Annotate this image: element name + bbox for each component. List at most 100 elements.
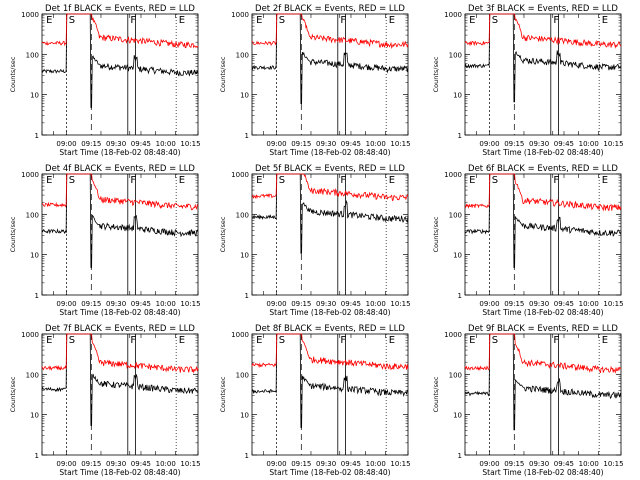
lld-trace [41, 13, 199, 49]
x-axis-title: Start Time (18-Feb-02 08:48:40) [59, 468, 180, 477]
panel-title: Det 6f BLACK = Events, RED = LLD [468, 164, 618, 174]
detector-panel-9: Det 9f BLACK = Events, RED = LLD 1 10 100 10… [432, 324, 624, 477]
plot-frame [41, 333, 199, 456]
marker-label-s: S [279, 335, 285, 346]
x-tick-label: 10:15 [390, 460, 410, 468]
y-tick-label: 100 [26, 371, 39, 379]
marker-label-f: F [553, 15, 559, 26]
detector-panel-8: Det 8f BLACK = Events, RED = LLD 1 10 100 10… [219, 324, 411, 477]
y-axis-title: Counts/sec [219, 216, 227, 252]
y-tick-label: 10 [240, 92, 249, 100]
marker-label-s: S [69, 335, 75, 346]
x-tick-label: 09:00 [479, 140, 499, 148]
marker-label-f: F [130, 175, 136, 186]
y-axis-title: Counts/sec [9, 376, 17, 412]
marker-label-f: F [340, 335, 346, 346]
marker-label-e: E [389, 15, 395, 26]
y-tick-label: 10 [30, 412, 39, 420]
y-tick-label: 1 [35, 452, 39, 460]
x-tick-label: 10:00 [579, 140, 599, 148]
marker-label-e: E [256, 15, 262, 26]
x-tick-label: 09:00 [56, 300, 76, 308]
x-axis-title: Start Time (18-Feb-02 08:48:40) [482, 308, 603, 317]
marker-label-e: E [179, 335, 185, 346]
y-axis-title: Counts/sec [9, 216, 17, 252]
plot-frame [464, 13, 622, 136]
marker-label-e: E [389, 335, 395, 346]
marker-label-f: F [130, 15, 136, 26]
marker-label-e: E [389, 175, 395, 186]
y-tick-label: 1000 [231, 11, 249, 19]
y-axis-title: Counts/sec [432, 56, 440, 92]
y-tick-label: 1000 [21, 11, 39, 19]
x-tick-label: 09:45 [554, 140, 574, 148]
marker-label-e: E [602, 15, 608, 26]
x-axis-title: Start Time (18-Feb-02 08:48:40) [59, 148, 180, 157]
x-tick-label: 09:30 [529, 460, 549, 468]
lld-trace [41, 173, 199, 211]
x-tick-label: 09:15 [504, 300, 524, 308]
marker-label-e: E [256, 335, 262, 346]
x-tick-label: 10:00 [366, 460, 386, 468]
panel-title: Det 3f BLACK = Events, RED = LLD [468, 4, 618, 14]
y-tick-label: 1 [245, 452, 249, 460]
marker-label-e: E [602, 175, 608, 186]
x-tick-label: 09:15 [291, 140, 311, 148]
x-tick-label: 10:15 [603, 140, 623, 148]
y-tick-label: 1000 [21, 331, 39, 339]
marker-label-s: S [279, 15, 285, 26]
marker-label-s: S [69, 175, 75, 186]
plot-frame [41, 13, 199, 136]
y-tick-label: 1000 [444, 11, 462, 19]
x-tick-label: 09:30 [106, 140, 126, 148]
lld-trace [41, 333, 199, 374]
y-tick-label: 1 [35, 132, 39, 140]
x-tick-label: 10:15 [390, 140, 410, 148]
marker-label-f: F [340, 15, 346, 26]
events-trace [464, 13, 622, 103]
events-trace [41, 13, 199, 108]
y-tick-label: 100 [236, 51, 249, 59]
x-tick-label: 09:45 [554, 300, 574, 308]
x-tick-label: 09:00 [56, 140, 76, 148]
y-tick-label: 100 [449, 211, 462, 219]
x-tick-label: 09:00 [266, 460, 286, 468]
y-tick-label: 1 [245, 132, 249, 140]
x-tick-label: 09:45 [554, 460, 574, 468]
y-tick-label: 10 [30, 252, 39, 260]
x-tick-label: 09:45 [131, 300, 151, 308]
y-axis-title: Counts/sec [432, 216, 440, 252]
lld-trace [251, 13, 409, 49]
x-tick-label: 10:00 [366, 140, 386, 148]
x-tick-label: 09:45 [131, 140, 151, 148]
x-axis-title: Start Time (18-Feb-02 08:48:40) [269, 148, 390, 157]
x-tick-label: 10:00 [366, 300, 386, 308]
y-tick-label: 100 [26, 211, 39, 219]
lld-trace [251, 333, 409, 371]
y-tick-label: 10 [240, 412, 249, 420]
x-tick-label: 09:15 [291, 460, 311, 468]
x-tick-label: 10:00 [579, 300, 599, 308]
detector-panel-7: Det 7f BLACK = Events, RED = LLD 1 10 100 10… [9, 324, 201, 477]
x-axis-title: Start Time (18-Feb-02 08:48:40) [482, 148, 603, 157]
y-tick-label: 100 [236, 371, 249, 379]
detector-panel-6: Det 6f BLACK = Events, RED = LLD 1 10 100 10… [432, 164, 624, 317]
panel-title: Det 2f BLACK = Events, RED = LLD [255, 4, 405, 14]
marker-label-e: E [46, 335, 52, 346]
events-trace [464, 173, 622, 268]
x-tick-label: 09:45 [131, 460, 151, 468]
y-tick-label: 1000 [231, 171, 249, 179]
y-tick-label: 100 [449, 51, 462, 59]
x-tick-label: 09:30 [316, 460, 336, 468]
panel-title: Det 8f BLACK = Events, RED = LLD [255, 324, 405, 334]
x-tick-label: 09:15 [81, 300, 101, 308]
y-tick-label: 10 [240, 252, 249, 260]
detector-panel-5: Det 5f BLACK = Events, RED = LLD 1 10 100 10… [219, 164, 411, 317]
plot-frame [251, 173, 409, 296]
y-tick-label: 100 [449, 371, 462, 379]
y-tick-label: 10 [453, 412, 462, 420]
events-trace [41, 173, 199, 268]
y-axis-title: Counts/sec [219, 56, 227, 92]
y-tick-label: 100 [26, 51, 39, 59]
x-tick-label: 09:30 [316, 300, 336, 308]
